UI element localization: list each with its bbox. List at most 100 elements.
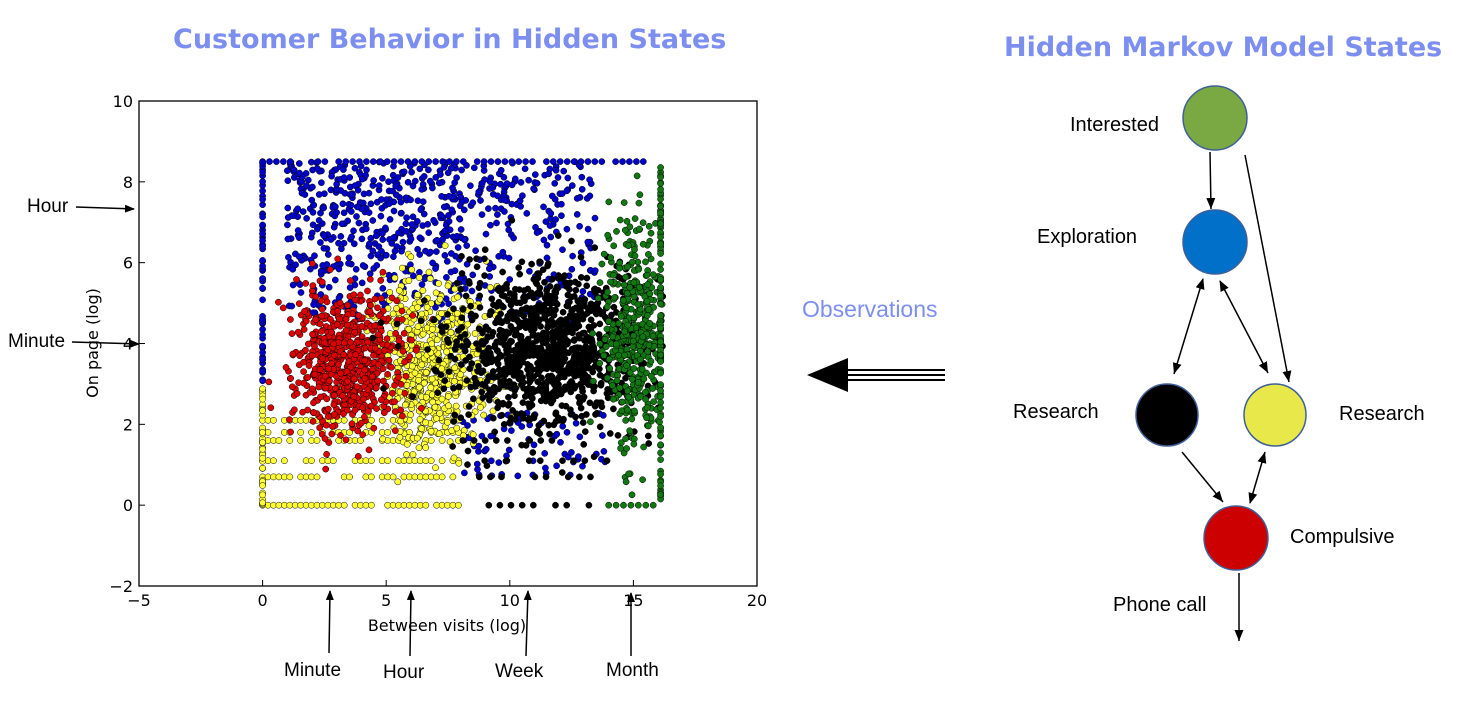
scatter-point-blue <box>584 238 592 246</box>
scatter-point-blue <box>440 203 448 211</box>
scatter-point-blue <box>259 275 266 283</box>
scatter-point-blue <box>460 206 468 214</box>
scatter-point-blue <box>456 215 464 223</box>
scatter-point-blue <box>303 215 310 222</box>
scatter-point-blue <box>382 251 390 259</box>
scatter-point-blue <box>451 267 459 275</box>
scatter-point-blue <box>394 174 402 181</box>
scatter-point-blue <box>540 236 548 244</box>
scatter-point-blue <box>363 158 370 165</box>
scatter-point-blue <box>340 239 348 247</box>
scatter-point-blue <box>266 158 273 165</box>
scatter-point-blue <box>531 171 539 178</box>
scatter-point-blue <box>573 211 581 218</box>
scatter-point-blue <box>407 235 415 243</box>
scatter-point-blue <box>259 178 266 185</box>
scatter-point-blue <box>485 205 492 212</box>
scatter-point-blue <box>340 174 348 181</box>
scatter-point-blue <box>315 217 323 224</box>
scatter-point-blue <box>500 173 508 181</box>
scatter-point-blue <box>494 158 502 165</box>
scatter-point-blue <box>515 158 523 165</box>
scatter-point-blue <box>320 232 328 240</box>
hmm-title: Hidden Markov Model States <box>1004 32 1443 63</box>
scatter-point-blue <box>259 221 266 229</box>
scatter-point-blue <box>409 213 417 221</box>
scatter-point-blue <box>339 200 347 208</box>
scatter-point-blue <box>335 158 343 165</box>
scatter-point-blue <box>400 168 408 176</box>
scatter-point-blue <box>365 189 373 197</box>
scatter-point-blue <box>525 176 532 184</box>
scatter-point-blue <box>346 284 354 291</box>
scatter-point-blue <box>448 250 455 257</box>
scatter-point-blue <box>273 158 280 165</box>
scatter-point-blue <box>292 261 299 269</box>
scatter-point-blue <box>397 158 405 165</box>
scatter-point-blue <box>497 180 504 188</box>
scatter-point-blue <box>318 179 325 187</box>
scatter-point-blue <box>530 185 537 193</box>
scatter-point-blue <box>321 190 328 198</box>
scatter-point-blue <box>379 174 386 182</box>
scatter-point-blue <box>413 218 421 225</box>
scatter-point-blue <box>506 276 514 283</box>
scatter-point-blue <box>495 253 503 260</box>
scatter-point-blue <box>425 166 432 174</box>
scatter-point-blue <box>540 203 547 211</box>
scatter-point-blue <box>340 166 347 173</box>
scatter-point-blue <box>418 158 426 165</box>
scatter-point-blue <box>459 158 467 165</box>
scatter-point-blue <box>429 259 436 267</box>
scatter-point-blue <box>438 193 445 200</box>
scatter-point-blue <box>285 253 292 261</box>
scatter-point-blue <box>382 224 389 232</box>
scatter-point-blue <box>299 208 307 215</box>
scatter-point-blue <box>497 166 505 174</box>
scatter-point-blue <box>345 254 353 262</box>
scatter-point-blue <box>369 217 377 224</box>
scatter-point-blue <box>353 203 361 211</box>
scatter-point-blue <box>284 204 292 212</box>
scatter-point-blue <box>348 233 355 241</box>
scatter-point-blue <box>598 158 606 165</box>
scatter-point-blue <box>280 158 287 165</box>
edge-exploration-research-black <box>1172 278 1205 375</box>
state-research-yellow-node <box>1243 383 1307 447</box>
scatter-point-blue <box>543 158 550 165</box>
scatter-point-blue <box>301 191 309 198</box>
scatter-point-blue <box>446 158 453 165</box>
scatter-point-blue <box>478 180 486 187</box>
scatter-point-blue <box>411 177 419 185</box>
scatter-point-blue <box>508 181 516 189</box>
scatter-point-blue <box>577 158 585 165</box>
scatter-point-blue <box>390 158 398 165</box>
scatter-point-blue <box>444 169 452 177</box>
scatter-point-blue <box>350 227 357 235</box>
scatter-point-blue <box>338 220 346 228</box>
scatter-point-blue <box>342 158 350 165</box>
scatter-point-blue <box>547 233 555 241</box>
scatter-point-blue <box>633 158 640 165</box>
scatter-point-blue <box>639 158 647 165</box>
scatter-point-blue <box>445 218 453 225</box>
scatter-point-blue <box>385 200 393 207</box>
scatter-point-blue <box>358 235 366 243</box>
scatter-point-blue <box>340 209 348 217</box>
scatter-point-blue <box>398 247 405 255</box>
scatter-point-blue <box>441 227 449 235</box>
scatter-point-blue <box>458 166 465 174</box>
scatter-point-blue <box>435 179 443 187</box>
scatter-point-blue <box>546 222 554 229</box>
scatter-point-blue <box>347 208 355 215</box>
scatter-point-blue <box>563 158 571 165</box>
scatter-point-blue <box>430 216 437 224</box>
scatter-point-blue <box>317 209 324 217</box>
scatter-point-blue <box>564 174 572 182</box>
scatter-point-blue <box>470 164 478 172</box>
scatter-point-blue <box>390 253 397 261</box>
scatter-point-blue <box>363 166 370 174</box>
scatter-point-blue <box>407 196 414 204</box>
